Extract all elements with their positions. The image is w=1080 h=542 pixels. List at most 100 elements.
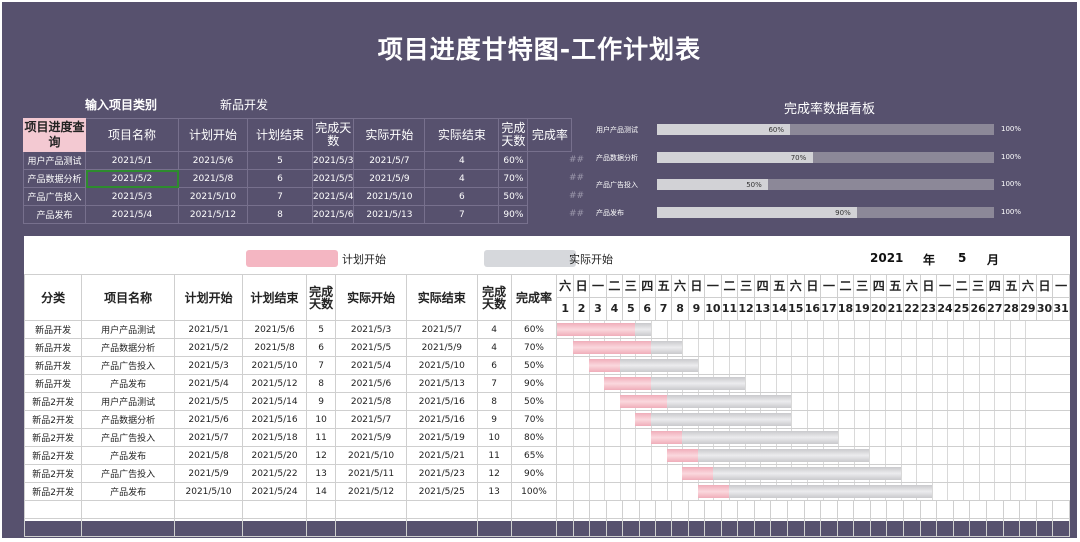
gantt-cell[interactable]: 2021/5/3 bbox=[174, 356, 244, 375]
gantt-cell[interactable]: 产品发布 bbox=[81, 374, 176, 393]
gantt-cell[interactable]: 2021/5/16 bbox=[405, 392, 478, 411]
gantt-cell[interactable]: 6 bbox=[306, 338, 337, 357]
empty-cell[interactable] bbox=[81, 518, 176, 537]
query-cell[interactable]: 2021/5/9 bbox=[353, 169, 426, 188]
empty-cell[interactable] bbox=[820, 518, 838, 537]
empty-cell[interactable] bbox=[903, 500, 921, 519]
empty-cell[interactable] bbox=[556, 518, 574, 537]
gantt-cell[interactable]: 新品开发 bbox=[23, 320, 83, 339]
gantt-cell[interactable]: 产品数据分析 bbox=[81, 410, 176, 429]
query-cell[interactable]: 2021/5/1 bbox=[85, 151, 179, 170]
gantt-cell[interactable]: 50% bbox=[510, 392, 558, 411]
empty-cell[interactable] bbox=[174, 518, 244, 537]
calendar-month[interactable]: 5 bbox=[958, 251, 967, 265]
empty-cell[interactable] bbox=[853, 518, 871, 537]
empty-cell[interactable] bbox=[1052, 518, 1070, 537]
gantt-cell[interactable]: 2021/5/3 bbox=[335, 320, 407, 339]
empty-cell[interactable] bbox=[476, 518, 512, 537]
gantt-cell[interactable]: 新品2开发 bbox=[23, 464, 83, 483]
query-cell[interactable]: 产品数据分析 bbox=[23, 169, 86, 188]
gantt-cell[interactable]: 90% bbox=[510, 464, 558, 483]
query-cell[interactable]: 用户产品测试 bbox=[23, 151, 86, 170]
empty-cell[interactable] bbox=[737, 518, 755, 537]
empty-cell[interactable] bbox=[704, 518, 722, 537]
gantt-cell[interactable]: 新品开发 bbox=[23, 338, 83, 357]
gantt-cell[interactable]: 2021/5/12 bbox=[335, 482, 407, 501]
empty-cell[interactable] bbox=[836, 500, 855, 519]
empty-cell[interactable] bbox=[787, 500, 805, 519]
empty-cell[interactable] bbox=[720, 500, 739, 519]
empty-cell[interactable] bbox=[605, 518, 624, 537]
empty-cell[interactable] bbox=[770, 500, 789, 519]
empty-cell[interactable] bbox=[23, 500, 83, 519]
query-cell[interactable]: 2021/5/7 bbox=[353, 151, 426, 170]
gantt-cell[interactable]: 2021/5/4 bbox=[174, 374, 244, 393]
gantt-cell[interactable]: 2021/5/9 bbox=[335, 428, 407, 447]
gantt-cell[interactable]: 2021/5/24 bbox=[242, 482, 308, 501]
gantt-cell[interactable]: 11 bbox=[476, 446, 512, 465]
empty-cell[interactable] bbox=[753, 518, 772, 537]
gantt-cell[interactable]: 13 bbox=[306, 464, 337, 483]
empty-cell[interactable] bbox=[753, 500, 772, 519]
empty-cell[interactable] bbox=[589, 518, 607, 537]
empty-cell[interactable] bbox=[687, 500, 706, 519]
gantt-cell[interactable]: 13 bbox=[476, 482, 512, 501]
empty-cell[interactable] bbox=[671, 500, 689, 519]
gantt-cell[interactable]: 产品数据分析 bbox=[81, 338, 176, 357]
gantt-cell[interactable]: 用户产品测试 bbox=[81, 392, 176, 411]
empty-cell[interactable] bbox=[81, 500, 176, 519]
gantt-cell[interactable]: 10 bbox=[476, 428, 512, 447]
gantt-cell[interactable]: 8 bbox=[476, 392, 512, 411]
empty-cell[interactable] bbox=[919, 518, 938, 537]
gantt-cell[interactable]: 4 bbox=[476, 338, 512, 357]
empty-cell[interactable] bbox=[405, 500, 478, 519]
gantt-cell[interactable]: 2021/5/5 bbox=[174, 392, 244, 411]
gantt-cell[interactable]: 新品2开发 bbox=[23, 392, 83, 411]
gantt-cell[interactable]: 产品发布 bbox=[81, 482, 176, 501]
gantt-cell[interactable]: 2021/5/22 bbox=[242, 464, 308, 483]
gantt-cell[interactable]: 7 bbox=[476, 374, 512, 393]
gantt-cell[interactable]: 5 bbox=[306, 320, 337, 339]
gantt-cell[interactable]: 50% bbox=[510, 356, 558, 375]
empty-cell[interactable] bbox=[869, 500, 888, 519]
query-cell[interactable]: 90% bbox=[498, 205, 529, 224]
empty-cell[interactable] bbox=[622, 500, 640, 519]
empty-cell[interactable] bbox=[510, 518, 558, 537]
gantt-cell[interactable]: 2021/5/2 bbox=[174, 338, 244, 357]
empty-cell[interactable] bbox=[936, 500, 954, 519]
query-cell[interactable]: 60% bbox=[498, 151, 529, 170]
gantt-cell[interactable]: 8 bbox=[306, 374, 337, 393]
empty-cell[interactable] bbox=[174, 500, 244, 519]
query-cell[interactable]: 7 bbox=[247, 187, 313, 206]
gantt-cell[interactable]: 新品开发 bbox=[23, 356, 83, 375]
gantt-cell[interactable]: 新品2开发 bbox=[23, 446, 83, 465]
empty-cell[interactable] bbox=[952, 518, 971, 537]
gantt-cell[interactable]: 100% bbox=[510, 482, 558, 501]
gantt-cell[interactable]: 产品广告投入 bbox=[81, 356, 176, 375]
gantt-cell[interactable]: 2021/5/9 bbox=[405, 338, 478, 357]
query-cell[interactable]: 2021/5/6 bbox=[311, 205, 355, 224]
empty-cell[interactable] bbox=[556, 500, 574, 519]
empty-cell[interactable] bbox=[952, 500, 971, 519]
query-cell[interactable]: 4 bbox=[424, 151, 500, 170]
calendar-year[interactable]: 2021 bbox=[870, 251, 904, 265]
gantt-cell[interactable]: 2021/5/6 bbox=[242, 320, 308, 339]
empty-cell[interactable] bbox=[687, 518, 706, 537]
empty-cell[interactable] bbox=[1035, 500, 1054, 519]
gantt-cell[interactable]: 产品广告投入 bbox=[81, 428, 176, 447]
gantt-cell[interactable]: 14 bbox=[306, 482, 337, 501]
empty-cell[interactable] bbox=[985, 500, 1004, 519]
gantt-cell[interactable]: 2021/5/12 bbox=[242, 374, 308, 393]
empty-cell[interactable] bbox=[335, 518, 407, 537]
empty-cell[interactable] bbox=[605, 500, 624, 519]
gantt-cell[interactable]: 新品2开发 bbox=[23, 482, 83, 501]
query-cell[interactable]: 5 bbox=[247, 151, 313, 170]
empty-cell[interactable] bbox=[1052, 500, 1070, 519]
empty-cell[interactable] bbox=[1002, 518, 1021, 537]
input-category-value[interactable]: 新品开发 bbox=[220, 98, 269, 112]
empty-cell[interactable] bbox=[803, 500, 822, 519]
empty-cell[interactable] bbox=[476, 500, 512, 519]
gantt-cell[interactable]: 2021/5/10 bbox=[335, 446, 407, 465]
gantt-cell[interactable]: 2021/5/1 bbox=[174, 320, 244, 339]
empty-cell[interactable] bbox=[919, 500, 938, 519]
